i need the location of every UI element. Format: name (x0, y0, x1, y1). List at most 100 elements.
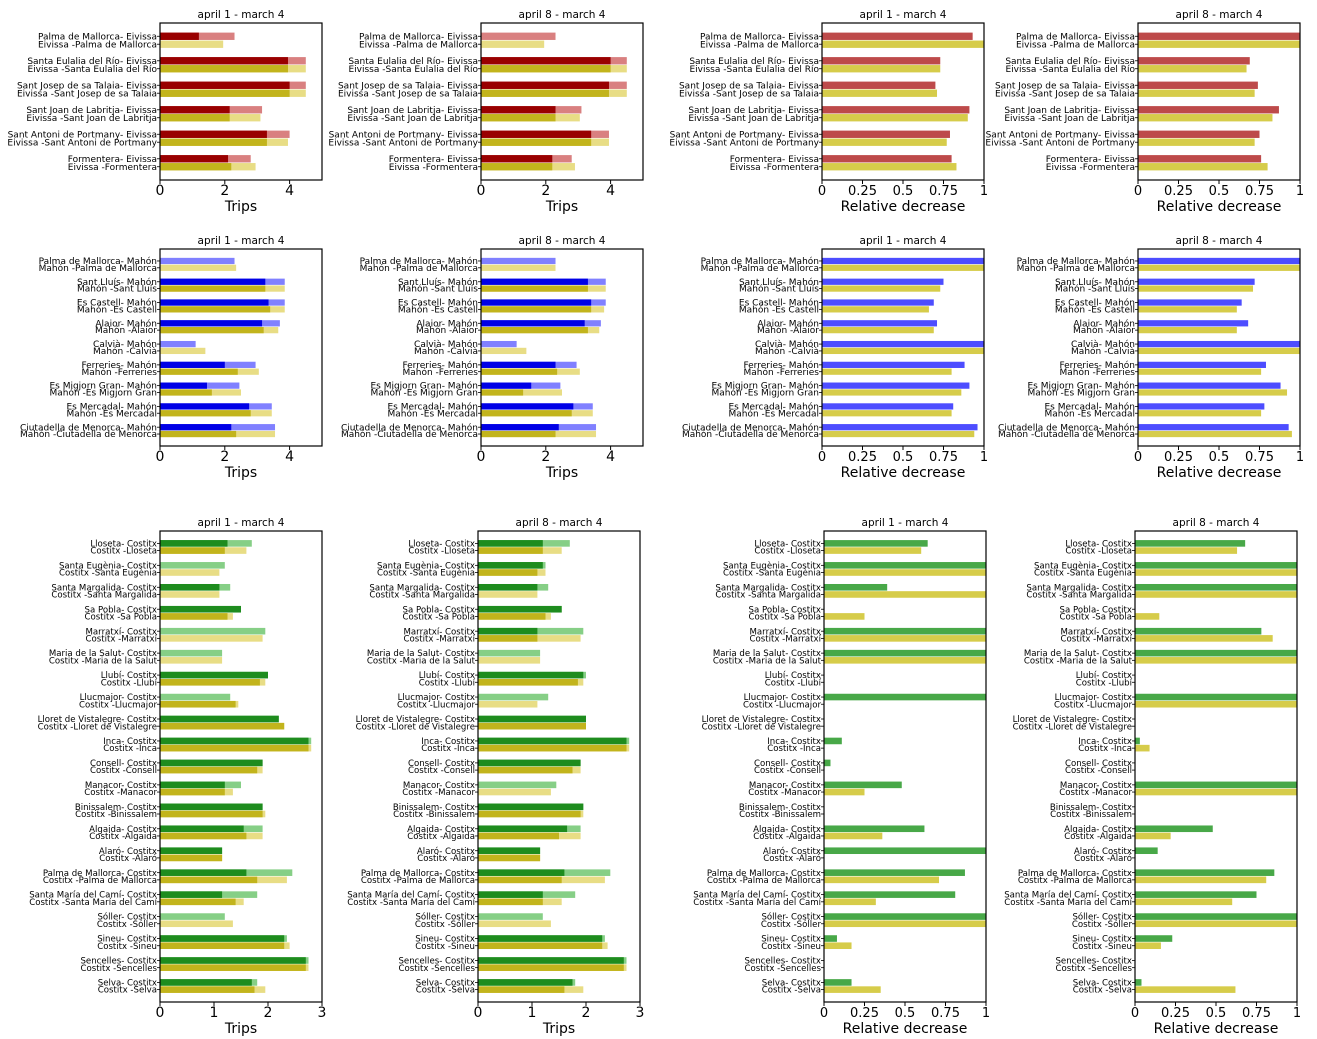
bar (822, 299, 934, 306)
y-tick-label: Mahón -Ferreries (81, 367, 157, 378)
bar (1135, 635, 1273, 642)
bar (160, 327, 264, 334)
y-tick-label: Palma de Mallorca- Eivissa (38, 32, 157, 42)
bar (160, 81, 290, 89)
bar (1135, 920, 1297, 928)
y-tick-label: Ciutadella de Menorca- Mahón (341, 422, 478, 433)
y-tick-label: Costitx -Santa Eugènia (59, 568, 157, 579)
bar (478, 876, 562, 884)
y-tick-label: Costitx -Selva (762, 986, 821, 996)
y-tick-label: Eivissa -Sant Antoni de Portmany (985, 138, 1135, 148)
x-tick-label: 0.75 (1245, 184, 1274, 199)
axes-frame (1137, 248, 1301, 447)
bar (824, 781, 902, 789)
bar (1138, 306, 1237, 313)
bar (824, 693, 986, 701)
bar (160, 89, 290, 97)
bar (1138, 410, 1262, 417)
y-tick-label: Eivissa -Santa Eulalia del Río (27, 65, 157, 75)
bar (160, 854, 223, 862)
bar (160, 671, 268, 679)
bar (824, 635, 986, 642)
y-tick-label: Costitx -Alaró (763, 853, 821, 864)
x-tick-label: 0.25 (848, 450, 877, 465)
bar-total (160, 627, 266, 635)
bar-total (160, 340, 196, 348)
y-tick-label: Algaida- Costitx (407, 825, 475, 835)
bar-total (481, 347, 527, 355)
bar (1135, 869, 1275, 876)
y-tick-label: Eivissa -Palma de Mallorca (700, 40, 819, 50)
bar (824, 986, 881, 993)
y-tick-label: Binissalem- Costitx (1050, 803, 1132, 813)
bar (1138, 89, 1255, 97)
bar (822, 89, 938, 97)
y-tick-label: Marratxí- Costitx (1061, 627, 1133, 637)
y-tick-label: Costitx -Lloret de Vistalegre (38, 722, 157, 732)
x-tick-label: 1 (528, 1005, 537, 1021)
y-tick-label: Santa María del Camí- Costitx (347, 891, 475, 901)
y-tick-label: Costitx -Manacor (84, 788, 157, 798)
bar (478, 942, 603, 950)
bar (1138, 138, 1255, 146)
bar (1135, 832, 1171, 840)
y-tick-label: Palma de Mallorca- Eivissa (700, 32, 819, 42)
x-axis-label: Relative decrease (841, 199, 966, 215)
bar (160, 613, 228, 620)
y-tick-label: Sant Joan de Labritja- Eivissa (1004, 106, 1135, 116)
y-tick-label: Costitx -Palma de Mallorca (361, 876, 475, 886)
x-tick-label: 0 (156, 183, 165, 199)
bar (1138, 65, 1247, 73)
y-tick-label: Costitx -Consell (754, 766, 821, 776)
y-tick-label: Santa María del Camí- Costitx (29, 891, 157, 901)
bar (824, 569, 986, 576)
bar (824, 657, 986, 664)
bar (160, 810, 263, 818)
bar (822, 361, 965, 368)
bar-total (478, 788, 551, 796)
y-tick-label: Sencelles- Costitx (80, 957, 157, 967)
bar (160, 130, 267, 138)
y-tick-label: Costitx -Lloseta (90, 547, 157, 557)
y-tick-label: Costitx -Santa Eugènia (1034, 568, 1132, 579)
bar (160, 957, 306, 964)
axes-frame (480, 248, 644, 447)
y-tick-label: Inca- Costitx (103, 737, 157, 747)
y-tick-label: Palma de Mallorca- Costitx (1018, 869, 1132, 879)
y-tick-label: Costitx -Sa Pobla (749, 613, 821, 623)
bar (824, 591, 986, 598)
y-tick-label: Sant Lluís- Mahón (398, 277, 478, 288)
y-tick-label: Mahón -Palma de Mallorca (39, 263, 157, 274)
bar-total (160, 347, 206, 355)
y-tick-label: Costitx -Palma de Mallorca (707, 876, 821, 886)
x-tick-label: 0 (1134, 184, 1142, 199)
bar (1135, 979, 1142, 986)
bar (160, 138, 267, 146)
chart-panel-2: april 8 - march 4 Palma de Mallorca- Eivi… (328, 9, 644, 215)
bar (824, 869, 965, 876)
bar (1135, 986, 1236, 993)
bar (478, 583, 538, 591)
x-tick-label: 0.5 (895, 1006, 916, 1021)
bar (160, 744, 309, 752)
y-tick-label: Ciutadella de Menorca- Mahón (20, 422, 157, 433)
bar (160, 935, 285, 942)
bar (822, 106, 970, 114)
bar (822, 285, 941, 292)
x-tick-label: 0 (156, 449, 165, 465)
bar (822, 278, 944, 285)
y-tick-label: Costitx -Marratxí (404, 634, 476, 644)
y-tick-label: Costitx -Lloret de Vistalegre (1013, 722, 1132, 732)
x-axis-label: Relative decrease (843, 1021, 968, 1037)
y-tick-label: Lloret de Vistalegre- Costitx (702, 715, 821, 725)
y-tick-label: Eivissa -Sant Antoni de Portmany (7, 138, 157, 148)
y-tick-label: Costitx -Palma de Mallorca (1018, 876, 1132, 886)
y-tick-label: Eivissa -Sant Josep de sa Talaia (679, 89, 819, 99)
bar (160, 847, 223, 855)
x-tick-label: 0 (818, 450, 826, 465)
y-tick-label: Manacor- Costitx (85, 781, 157, 791)
bar (822, 340, 984, 348)
y-tick-label: Costitx -Algaida (89, 832, 157, 842)
bar (478, 722, 586, 730)
